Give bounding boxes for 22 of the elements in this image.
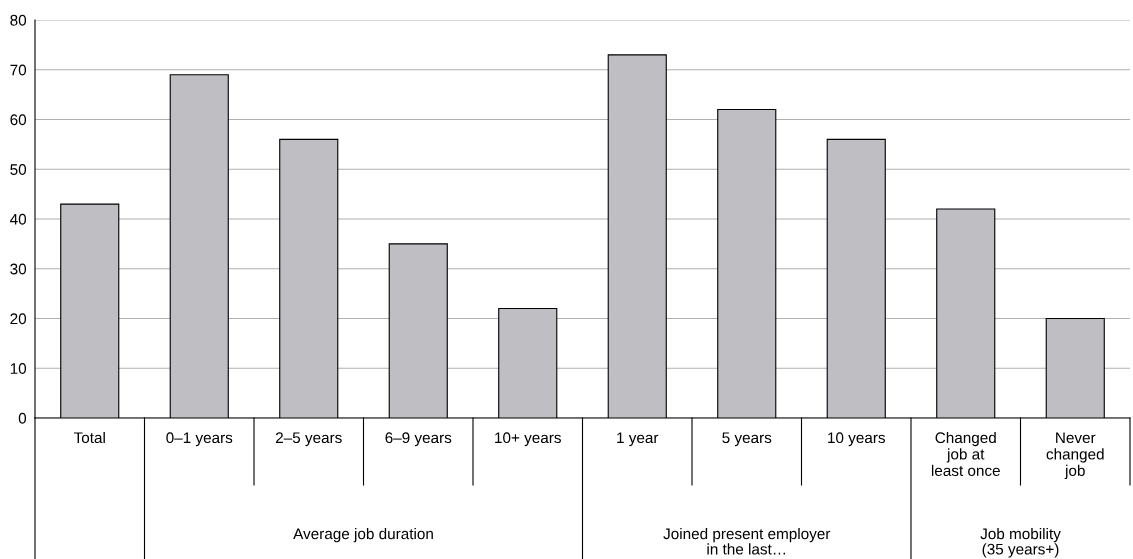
y-tick-label: 30 (10, 263, 27, 275)
x-tick-label: 2–5 years (275, 432, 342, 447)
y-tick-label: 80 (10, 14, 27, 26)
x-tick-label: Never changed job (1046, 432, 1104, 480)
y-tick-label: 20 (10, 313, 27, 325)
y-tick-label: 60 (10, 114, 27, 126)
y-tick-label: 50 (10, 164, 27, 175)
x-tick-label: 10 years (828, 432, 885, 447)
x-tick-label: 6–9 years (385, 432, 452, 447)
x-tick-label: 10+ years (495, 432, 561, 447)
x-tick-label: Changed job at least once (931, 431, 1000, 477)
y-tick-label: 10 (10, 363, 27, 374)
y-tick-label: 70 (10, 64, 27, 76)
x-tick-label: 1 year (617, 432, 659, 447)
text: Joined present employer in the last… (663, 528, 831, 555)
x-tick-label: 5 years (722, 432, 772, 447)
text: Job mobility (35 years+) (980, 528, 1061, 558)
text: Average job duration (293, 528, 433, 543)
y-tick-label: 40 (10, 213, 27, 225)
y-tick-label: 0 (18, 412, 27, 424)
x-tick-label: Total (73, 431, 105, 444)
x-tick-label: 0–1 years (166, 432, 233, 447)
